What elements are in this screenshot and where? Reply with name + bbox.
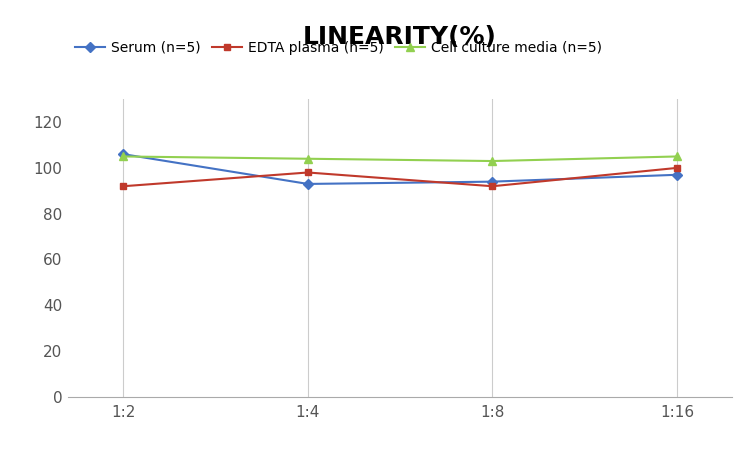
EDTA plasma (n=5) [304,170,313,175]
Serum (n=5) [304,181,313,187]
EDTA plasma (n=5) [488,184,497,189]
Serum (n=5) [673,172,682,178]
Line: Cell culture media (n=5): Cell culture media (n=5) [119,152,681,165]
EDTA plasma (n=5) [673,165,682,170]
Serum (n=5) [488,179,497,184]
Cell culture media (n=5) [673,154,682,159]
Cell culture media (n=5) [488,158,497,164]
Line: Serum (n=5): Serum (n=5) [120,151,680,188]
Serum (n=5) [119,152,128,157]
Cell culture media (n=5) [304,156,313,161]
Title: LINEARITY(%): LINEARITY(%) [304,25,497,49]
EDTA plasma (n=5) [119,184,128,189]
Cell culture media (n=5) [119,154,128,159]
Legend: Serum (n=5), EDTA plasma (n=5), Cell culture media (n=5): Serum (n=5), EDTA plasma (n=5), Cell cul… [75,41,602,55]
Line: EDTA plasma (n=5): EDTA plasma (n=5) [120,165,680,190]
